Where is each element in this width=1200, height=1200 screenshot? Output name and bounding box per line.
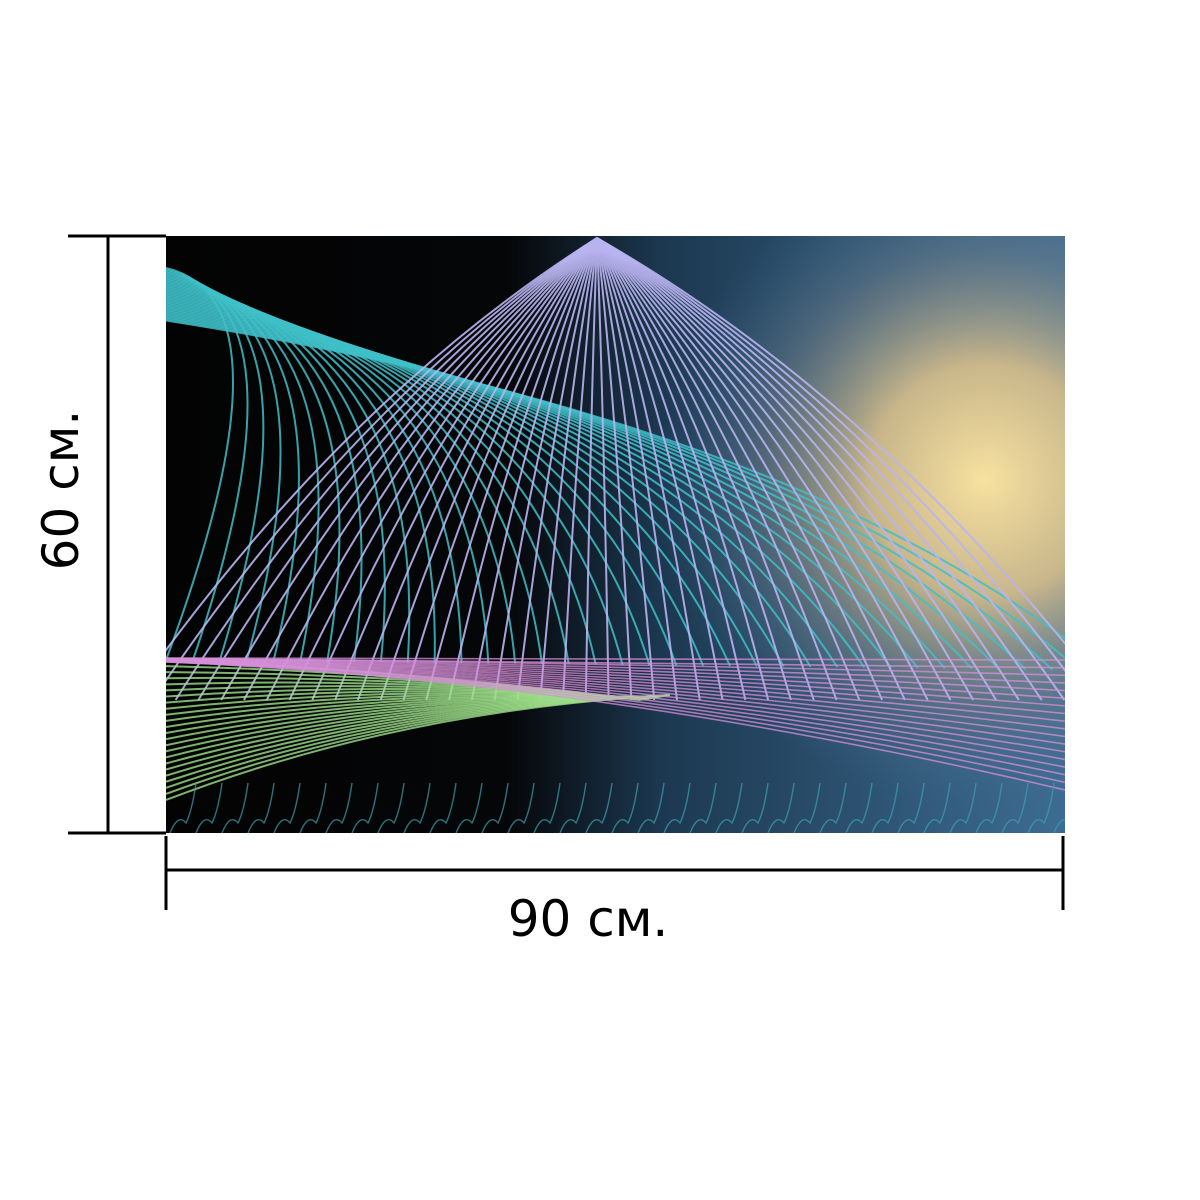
pattern-line [166,316,1053,671]
pattern-line [265,237,598,701]
pattern-line [897,782,925,833]
artwork [166,236,1106,833]
pattern-line [377,782,405,833]
pattern-line [949,782,977,833]
pattern-line [596,237,1065,673]
pattern-line [166,657,1065,661]
pattern-line [403,782,431,833]
pattern-line [596,237,656,701]
pattern-line [871,782,899,833]
pattern-line [334,237,598,701]
pattern-line [448,237,598,701]
pattern-line [596,237,678,701]
pattern-line [819,782,847,833]
pattern-line [247,782,275,833]
line-pattern [166,237,1106,833]
pattern-line [663,782,691,833]
pattern-line [516,237,598,701]
pattern-line [166,694,671,801]
pattern-line [455,782,483,833]
pattern-line [596,237,610,701]
pattern-line [923,782,951,833]
pattern-line [689,782,717,833]
pattern-line [596,237,929,701]
pattern-line [481,782,509,833]
pattern-line [584,237,598,701]
pattern-line [220,237,598,701]
pattern-line [596,237,701,701]
pattern-line [174,237,598,701]
height-label: 60 см. [32,410,90,571]
pattern-line [596,237,1065,701]
pattern-line [166,237,598,652]
pattern-line [596,237,1043,701]
pattern-line [325,782,353,833]
pattern-line [493,237,598,701]
pattern-line [243,237,598,701]
pattern-line [197,237,598,701]
pattern-line [539,237,598,701]
pattern-line [351,782,379,833]
pattern-line [356,237,598,701]
pattern-line [715,782,743,833]
pattern-line [311,237,598,701]
pattern-line [273,782,301,833]
pattern-line [596,237,724,701]
pattern-line [429,782,457,833]
pattern-line [288,237,598,701]
pattern-line [845,782,873,833]
pattern-line [1001,782,1029,833]
pattern-line [596,237,1020,701]
pattern-line [596,237,815,701]
pattern-line [596,237,861,701]
pattern-line [596,237,975,701]
pattern-line [166,237,598,683]
pattern-line [767,782,795,833]
pattern-line [470,237,598,701]
pattern-line [793,782,821,833]
pattern-line [169,782,197,833]
pattern-line [379,237,598,701]
pattern-line [1027,782,1055,833]
pattern-line [195,782,223,833]
pattern-line [533,782,561,833]
pattern-line [299,782,327,833]
pattern-line [596,237,633,701]
pattern-line [585,782,613,833]
pattern-line [596,237,747,701]
pattern-line [975,782,1003,833]
pattern-line [559,782,587,833]
pattern-line [596,237,770,701]
pattern-line [637,782,665,833]
pattern-line [507,782,535,833]
pattern-line [425,237,598,701]
pattern-line [166,661,1065,791]
pattern-line [741,782,769,833]
width-label: 90 см. [508,890,669,948]
pattern-line [596,237,884,701]
pattern-line [166,318,1065,660]
pattern-line [1053,819,1065,833]
pattern-line [1080,783,1106,833]
pattern-line [562,237,598,701]
pattern-line [402,237,598,701]
pattern-line [596,237,906,701]
pattern-line [221,782,249,833]
pattern-line [596,237,838,701]
pattern-line [596,237,792,701]
pattern-line [596,237,952,701]
pattern-line [596,237,1065,646]
pattern-line [596,237,997,701]
pattern-line [611,782,639,833]
